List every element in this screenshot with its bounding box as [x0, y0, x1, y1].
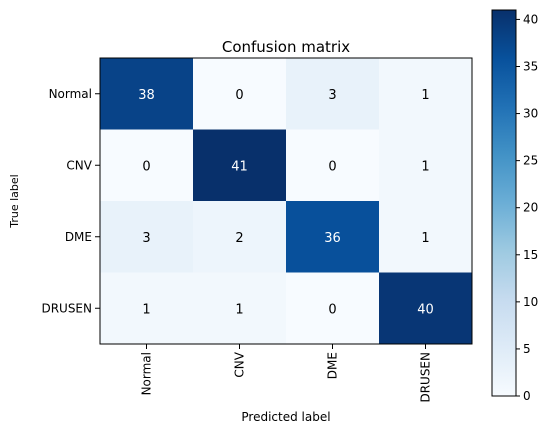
cell-r2-c2: [286, 201, 380, 273]
cell-r0-c2: [286, 58, 380, 130]
colorbar-tick-label: 30: [523, 107, 538, 121]
cell-value-r3-c0: 1: [142, 302, 150, 317]
cell-value-r0-c1: 0: [235, 88, 243, 103]
x-tick-label: DME: [326, 352, 340, 379]
y-tick-label: DME: [65, 230, 92, 244]
cell-r2-c3: [379, 201, 473, 273]
cell-value-r2-c0: 3: [142, 231, 150, 246]
cell-value-r1-c1: 41: [231, 159, 248, 174]
y-tick-label: DRUSEN: [41, 301, 92, 315]
cell-value-r0-c2: 3: [328, 88, 336, 103]
cell-r0-c0: [100, 58, 194, 130]
matrix-cells: 38 0 3 1 0 41 0 1 3 2 36 1 1 1 0 40: [100, 58, 473, 345]
cell-value-r0-c0: 38: [138, 88, 155, 103]
y-axis-label: True label: [8, 174, 21, 228]
x-tick-label: Normal: [140, 352, 154, 395]
cell-value-r2-c1: 2: [235, 231, 243, 246]
y-tick-labels: Normal CNV DME DRUSEN: [41, 87, 100, 315]
cell-value-r0-c3: 1: [421, 88, 429, 103]
chart-title: Confusion matrix: [222, 38, 350, 56]
colorbar: [491, 9, 517, 397]
cell-value-r3-c2: 0: [328, 302, 336, 317]
x-tick-label: DRUSEN: [419, 352, 433, 403]
colorbar-tick-label: 25: [523, 154, 538, 168]
cell-value-r1-c3: 1: [421, 159, 429, 174]
cell-r3-c3: [379, 272, 473, 345]
cell-value-r3-c3: 40: [417, 302, 434, 317]
cell-value-r2-c2: 36: [324, 231, 341, 246]
cell-value-r1-c0: 0: [142, 159, 150, 174]
cell-r1-c1: [193, 129, 287, 202]
colorbar-tick-label: 5: [523, 342, 531, 356]
x-axis-label: Predicted label: [241, 410, 330, 424]
cell-value-r3-c1: 1: [235, 302, 243, 317]
matrix-frame: [99, 57, 473, 345]
colorbar-tick-label: 40: [523, 12, 538, 26]
cell-r0-c3: [379, 58, 473, 130]
cell-r2-c1: [193, 201, 287, 273]
x-tick-label: CNV: [233, 351, 247, 377]
colorbar-tick-label: 0: [523, 389, 531, 403]
cell-r0-c1: [193, 58, 287, 130]
cell-r1-c2: [286, 129, 380, 202]
cell-value-r1-c2: 0: [328, 159, 336, 174]
colorbar-tick-label: 35: [523, 59, 538, 73]
y-tick-label: CNV: [66, 158, 92, 172]
x-tick-labels: Normal CNV DME DRUSEN: [140, 344, 433, 403]
y-tick-label: Normal: [49, 87, 92, 101]
colorbar-ticks: 0 5 10 15 20 25 30 35 40: [516, 12, 538, 403]
colorbar-tick-label: 20: [523, 201, 538, 215]
colorbar-tick-label: 10: [523, 295, 538, 309]
cell-r2-c0: [100, 201, 194, 273]
colorbar-tick-label: 15: [523, 248, 538, 262]
cell-r3-c0: [100, 272, 194, 345]
cell-r1-c0: [100, 129, 194, 202]
cell-r1-c3: [379, 129, 473, 202]
cell-r3-c1: [193, 272, 287, 345]
cell-value-r2-c3: 1: [421, 231, 429, 246]
cell-r3-c2: [286, 272, 380, 345]
